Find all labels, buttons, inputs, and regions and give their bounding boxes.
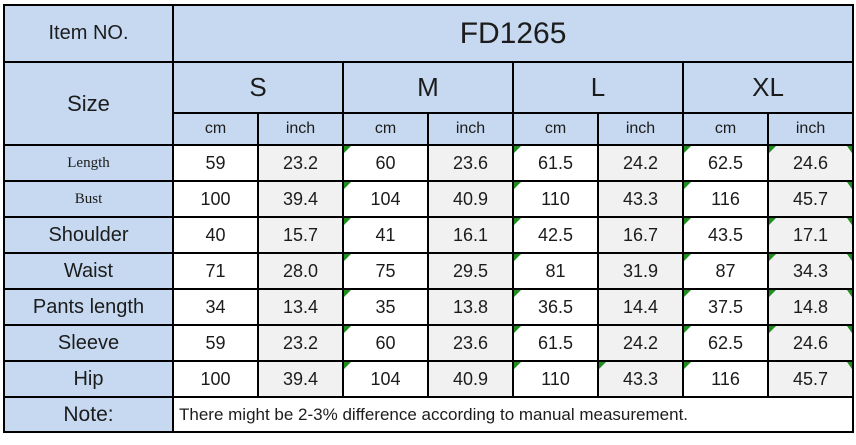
unit-header-s-inch: inch <box>257 112 344 146</box>
unit-header-row: cm inch cm inch cm inch cm inch <box>4 112 855 146</box>
item-no-value: FD1265 <box>171 4 855 63</box>
unit-header-m-cm: cm <box>342 112 429 146</box>
table-row-bust: Bust 100 39.4 104 40.9 110 43.3 116 45.7 <box>3 180 855 218</box>
value-cell: 100 <box>172 180 259 218</box>
value-cell: 39.4 <box>257 180 344 218</box>
value-cell: 59 <box>172 144 259 182</box>
value-cell: 116 <box>682 360 769 398</box>
unit-header-xl-inch: inch <box>766 112 855 146</box>
unit-header-xl-cm: cm <box>682 112 769 146</box>
note-text: There might be 2-3% difference according… <box>171 396 855 433</box>
value-cell: 43.5 <box>682 216 769 254</box>
row-label-sleeve: Sleeve <box>3 324 174 362</box>
item-no-label: Item NO. <box>3 4 174 63</box>
value-cell: 41 <box>342 216 429 254</box>
table-row-hip: Hip 100 39.4 104 40.9 110 43.3 116 45.7 <box>3 360 855 398</box>
value-cell: 60 <box>342 324 429 362</box>
value-cell: 37.5 <box>682 288 769 326</box>
value-cell: 71 <box>172 252 259 290</box>
table-row-pants-length: Pants length 34 13.4 35 13.8 36.5 14.4 3… <box>3 288 855 326</box>
value-cell: 23.2 <box>257 144 344 182</box>
value-cell: 24.2 <box>597 144 684 182</box>
unit-header-s-cm: cm <box>172 112 259 146</box>
row-label-bust: Bust <box>3 180 174 218</box>
value-cell: 40.9 <box>427 360 514 398</box>
value-cell: 16.7 <box>597 216 684 254</box>
note-label: Note: <box>3 396 174 433</box>
value-cell: 13.4 <box>257 288 344 326</box>
value-cell: 23.2 <box>257 324 344 362</box>
table-row-sleeve: Sleeve 59 23.2 60 23.6 61.5 24.2 62.5 24… <box>3 324 855 362</box>
value-cell: 43.3 <box>597 180 684 218</box>
value-cell: 39.4 <box>257 360 344 398</box>
value-cell: 13.8 <box>427 288 514 326</box>
value-cell: 45.7 <box>766 180 855 218</box>
value-cell: 61.5 <box>512 144 599 182</box>
value-cell: 23.6 <box>427 144 514 182</box>
value-cell: 62.5 <box>682 324 769 362</box>
value-cell: 34 <box>172 288 259 326</box>
unit-header-l-cm: cm <box>512 112 599 146</box>
value-cell: 100 <box>172 360 259 398</box>
table-row-waist: Waist 71 28.0 75 29.5 81 31.9 87 34.3 <box>3 252 855 290</box>
value-cell: 40 <box>172 216 259 254</box>
value-cell: 61.5 <box>512 324 599 362</box>
value-cell: 17.1 <box>766 216 855 254</box>
value-cell: 31.9 <box>597 252 684 290</box>
item-number-row: Item NO. FD1265 <box>3 4 855 63</box>
row-label-length: Length <box>3 144 174 182</box>
value-cell: 75 <box>342 252 429 290</box>
value-cell: 29.5 <box>427 252 514 290</box>
value-cell: 15.7 <box>257 216 344 254</box>
row-label-waist: Waist <box>3 252 174 290</box>
row-label-pants-length: Pants length <box>3 288 174 326</box>
value-cell: 116 <box>682 180 769 218</box>
value-cell: 14.4 <box>597 288 684 326</box>
value-cell: 35 <box>342 288 429 326</box>
value-cell: 28.0 <box>257 252 344 290</box>
unit-header-m-inch: inch <box>427 112 514 146</box>
row-label-hip: Hip <box>3 360 174 398</box>
size-chart-table: Item NO. FD1265 Size S M L XL cm inch cm… <box>3 4 855 433</box>
table-row-length: Length 59 23.2 60 23.6 61.5 24.2 62.5 24… <box>3 144 855 182</box>
unit-header-l-inch: inch <box>597 112 684 146</box>
value-cell: 24.2 <box>597 324 684 362</box>
size-header-row: Size S M L XL <box>3 61 855 146</box>
value-cell: 62.5 <box>682 144 769 182</box>
size-l-header: L <box>512 61 684 114</box>
table-row-shoulder: Shoulder 40 15.7 41 16.1 42.5 16.7 43.5 … <box>3 216 855 254</box>
value-cell: 45.7 <box>766 360 855 398</box>
value-cell: 59 <box>172 324 259 362</box>
note-row: Note: There might be 2-3% difference acc… <box>3 396 855 433</box>
value-cell: 87 <box>682 252 769 290</box>
size-chart-sheet: Item NO. FD1265 Size S M L XL cm inch cm… <box>3 4 855 433</box>
value-cell: 42.5 <box>512 216 599 254</box>
value-cell: 43.3 <box>597 360 684 398</box>
value-cell: 16.1 <box>427 216 514 254</box>
value-cell: 36.5 <box>512 288 599 326</box>
size-m-header: M <box>342 61 514 114</box>
size-s-header: S <box>172 61 344 114</box>
value-cell: 110 <box>512 360 599 398</box>
value-cell: 110 <box>512 180 599 218</box>
value-cell: 104 <box>342 180 429 218</box>
size-xl-header: XL <box>681 61 855 114</box>
size-label: Size <box>3 61 174 146</box>
value-cell: 81 <box>512 252 599 290</box>
value-cell: 14.8 <box>766 288 855 326</box>
value-cell: 24.6 <box>766 324 855 362</box>
value-cell: 23.6 <box>427 324 514 362</box>
value-cell: 34.3 <box>766 252 855 290</box>
value-cell: 40.9 <box>427 180 514 218</box>
value-cell: 104 <box>342 360 429 398</box>
value-cell: 60 <box>342 144 429 182</box>
row-label-shoulder: Shoulder <box>3 216 174 254</box>
value-cell: 24.6 <box>766 144 855 182</box>
